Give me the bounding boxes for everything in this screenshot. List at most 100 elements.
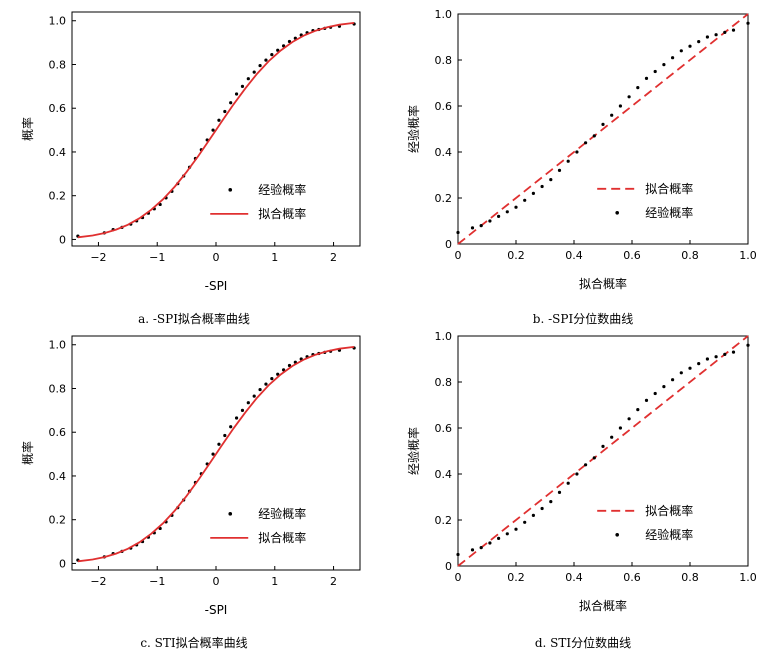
data-point [252,394,256,398]
data-point [258,63,262,68]
plot-frame [457,13,749,245]
data-point [505,210,509,214]
caption-c: c. STI拟合概率曲线 [140,636,248,650]
y-tick-label: 0.2 [49,514,67,527]
series-fit-dashed-line [457,13,749,245]
series-fit-curve [77,22,355,239]
x-tick-label: 2 [330,251,337,264]
data-point [456,552,460,557]
legend-label: 拟合概率 [645,181,693,196]
data-point [705,357,710,361]
data-point [246,77,250,81]
data-point [281,368,286,372]
data-point [514,527,518,531]
data-point [549,178,553,182]
data-point [679,49,683,53]
data-point [584,141,588,145]
data-point [252,70,256,74]
data-point [240,84,245,88]
data-point [211,452,215,456]
data-point [240,408,245,412]
y-tick-label: 0.8 [49,58,67,71]
data-point [746,21,750,25]
x-tick-label: 0 [455,571,462,584]
y-tick-label: 0.4 [49,146,67,159]
data-point [264,382,268,386]
data-point [479,546,483,550]
legend-label: 拟合概率 [258,206,306,221]
data-point [653,391,657,396]
data-point [601,122,605,126]
series-fit-curve [77,346,355,563]
y-tick-label: 0.2 [435,514,453,527]
y-tick-label: 0.6 [435,100,453,113]
legend-label: 拟合概率 [645,503,693,518]
data-point [497,536,501,541]
data-point [270,53,274,57]
x-tick-label: 2 [330,575,337,588]
data-point [523,198,527,202]
data-point [287,363,292,368]
y-axis-label: 经验概率 [406,105,421,153]
y-tick-label: 0.4 [435,468,453,481]
y-tick-label: 1.0 [49,339,67,352]
data-point [723,352,727,356]
data-point [270,377,274,381]
chart-b: 0 0.2 0.4 0.6 0.8 1.000.20.40.60.81.0拟合概率经验概率… [406,8,757,291]
data-point [456,230,460,235]
data-point [497,214,501,218]
chart-d: 0 0.2 0.4 0.6 0.8 1.000.20.40.60.81.0拟合概率经验概率… [406,330,757,613]
y-tick-label: 0 [59,233,66,246]
x-tick-label: 0.8 [681,571,699,584]
data-point [746,343,750,347]
data-point [697,362,701,366]
x-tick-label: 0.6 [623,249,641,262]
data-point [258,387,262,392]
data-point [276,372,280,376]
data-point [488,219,492,223]
legend-label: 经验概率 [645,205,693,220]
y-tick-label: 0.2 [435,192,453,205]
data-point [697,40,701,44]
data-point [671,378,675,382]
x-tick-label: 0.2 [507,249,525,262]
data-point [549,500,553,504]
x-tick-label: −1 [149,575,165,588]
caption-b: b. -SPI分位数曲线 [532,312,634,326]
data-point [575,472,579,476]
data-point [618,104,623,108]
y-axis-label: 经验概率 [406,427,421,475]
data-point [601,444,605,448]
series-empirical [456,343,750,557]
data-point [618,426,623,430]
data-point [627,95,631,99]
data-point [610,113,614,117]
x-tick-label: −1 [149,251,165,264]
data-point [229,425,233,429]
x-tick-label: 0 [455,249,462,262]
y-tick-label: 1.0 [435,8,453,21]
data-point [662,385,666,389]
data-point [540,184,544,189]
x-tick-label: 1.0 [739,571,757,584]
data-point [731,350,736,354]
data-point [523,520,527,524]
x-tick-label: 0.8 [681,249,699,262]
x-tick-label: 1 [271,575,278,588]
data-point [505,532,509,536]
x-axis-label: 拟合概率 [579,276,627,291]
x-tick-label: 0.4 [565,571,583,584]
caption-a: a. -SPI拟合概率曲线 [138,312,250,326]
y-tick-label: 1.0 [435,330,453,343]
y-tick-label: 0.4 [49,470,67,483]
data-point [470,226,475,230]
y-axis-label: 概率 [20,117,35,141]
data-point [627,417,631,421]
data-point [276,48,280,52]
data-point [714,355,718,359]
data-point [217,118,221,122]
data-point [731,28,736,32]
data-point [557,490,562,494]
